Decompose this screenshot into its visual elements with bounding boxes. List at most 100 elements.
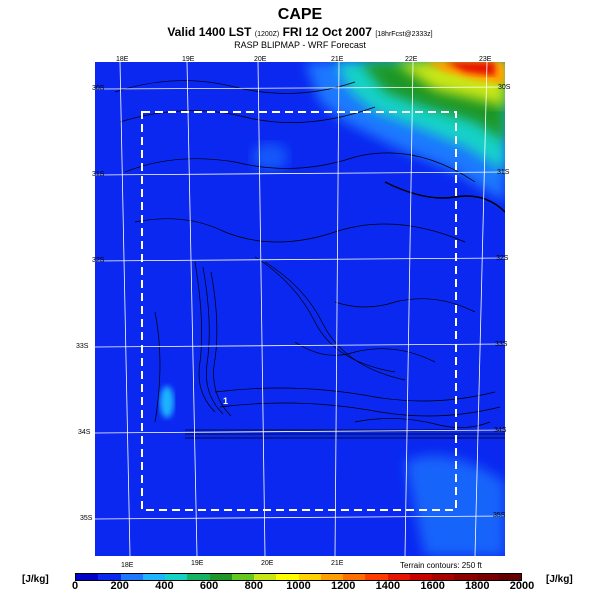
valid-time: Valid 1400 LST <box>167 25 252 39</box>
colorbar-segment <box>254 574 277 580</box>
terrain-contour-line <box>154 311 161 423</box>
lat-label-right-30s: 30S <box>498 84 511 91</box>
colorbar-segment <box>320 574 343 580</box>
colorbar-tick-label: 1400 <box>375 580 401 592</box>
parallel-34s <box>95 429 505 434</box>
terrain-contour-line <box>334 298 476 313</box>
colorbar-segment <box>343 574 366 580</box>
colorbar-segment <box>209 574 232 580</box>
colorbar-segment <box>365 574 388 580</box>
colorbar-segment <box>165 574 188 580</box>
terrain-contour-line <box>134 218 466 243</box>
meridian-21e <box>334 62 340 556</box>
meridian-20e <box>257 62 266 556</box>
parallel-35s <box>95 515 505 520</box>
terrain-contour-line <box>202 266 224 415</box>
lat-label-right-34s: 34S <box>494 427 507 434</box>
colorbar-tick-label: 1800 <box>465 580 490 592</box>
terrain-contour-line <box>264 261 406 381</box>
lon-label-top-18e: 18E <box>116 56 129 63</box>
lat-label-left-34s: 34S <box>78 429 91 436</box>
colorbar-segment <box>231 574 254 580</box>
lat-label-right-32s: 32S <box>496 255 509 262</box>
parallel-32s <box>95 257 505 262</box>
lon-label-top-19e: 19E <box>182 56 195 63</box>
colorbar-tick-label: 400 <box>155 580 174 592</box>
colorbar-tick-label: 1000 <box>286 580 311 592</box>
forecast-stamp: [18hrFcst@2333z] <box>375 31 433 38</box>
cape-zone-west-spot <box>160 386 174 418</box>
lon-label-bottom-18e: 18E <box>121 562 134 569</box>
map-canvas: 1 <box>95 62 505 556</box>
colorbar-tick-label: 0 <box>71 580 79 592</box>
model-line: RASP BLIPMAP - WRF Forecast <box>234 40 366 50</box>
colorbar-unit-left: [J/kg] <box>22 574 49 585</box>
colorbar-tick-label: 800 <box>244 580 263 592</box>
lat-label-left-33s: 33S <box>76 343 89 350</box>
cape-zone-north-spot <box>252 143 288 171</box>
lon-label-top-20e: 20E <box>254 56 267 63</box>
cape-map: 1 <box>95 62 505 556</box>
colorbar-unit-right: [J/kg] <box>546 574 573 585</box>
lat-label-right-33s: 33S <box>495 341 508 348</box>
lat-label-left-30s: 30S <box>92 85 105 92</box>
parallel-30s <box>95 86 505 90</box>
lon-label-bottom-20e: 20E <box>261 560 274 567</box>
meridian-19e <box>186 62 198 556</box>
meridian-18e <box>119 62 131 556</box>
colorbar-tick-label: 2000 <box>509 580 535 592</box>
colorbar-segment <box>432 574 455 580</box>
lat-label-right-31s: 31S <box>497 169 510 176</box>
lat-label-right-35s: 35S <box>493 512 506 519</box>
lat-label-left-32s: 32S <box>92 257 105 264</box>
meridian-22e <box>404 62 414 556</box>
colorbar <box>75 573 522 581</box>
chart-title: CAPE <box>277 6 323 23</box>
colorbar-tick-label: 200 <box>110 580 129 592</box>
colorbar-segment <box>120 574 143 580</box>
colorbar-segment <box>98 574 121 580</box>
terrain-contour-line <box>119 106 376 123</box>
terrain-contour-line <box>210 271 232 417</box>
latlon-grid <box>95 62 505 556</box>
terrain-contour-line <box>384 181 505 213</box>
lon-label-bottom-19e: 19E <box>191 560 204 567</box>
cape-zone-red <box>445 62 495 76</box>
meridian-23e <box>474 62 488 556</box>
domain-box <box>141 111 457 511</box>
valid-date: FRI 12 Oct 2007 <box>282 25 372 39</box>
colorbar-segment <box>187 574 210 580</box>
parallel-31s <box>95 171 505 176</box>
colorbar-tick-label: 1200 <box>330 580 356 592</box>
colorbar-segment <box>409 574 432 580</box>
lat-label-left-31s: 31S <box>92 171 105 178</box>
colorbar-segment <box>76 574 99 580</box>
colorbar-segment <box>276 574 299 580</box>
terrain-contours <box>114 80 505 439</box>
terrain-contour-line <box>124 152 476 183</box>
colorbar-segment <box>387 574 410 580</box>
parallel-33s <box>95 343 505 348</box>
terrain-contour-note: Terrain contours: 250 ft <box>400 561 482 570</box>
valid-zulu: (1200Z) <box>254 31 280 38</box>
terrain-contour-line <box>219 402 501 417</box>
colorbar-segment <box>454 574 477 580</box>
colorbar-segment <box>498 574 521 580</box>
terrain-contour-line <box>354 418 491 428</box>
lon-label-top-22e: 22E <box>405 56 418 63</box>
colorbar-segment <box>476 574 499 580</box>
point-marker: 1 <box>223 396 228 406</box>
colorbar-tick-label: 1600 <box>420 580 445 592</box>
colorbar-segment <box>298 574 321 580</box>
lon-label-top-23e: 23E <box>479 56 492 63</box>
lon-label-bottom-21e: 21E <box>331 560 344 567</box>
colorbar-tick-label: 600 <box>199 580 219 592</box>
terrain-contour-line <box>194 261 216 413</box>
valid-time-line: Valid 1400 LST (1200Z) FRI 12 Oct 2007 [… <box>0 25 600 39</box>
lat-label-left-35s: 35S <box>80 515 93 522</box>
terrain-contour-line <box>254 256 396 373</box>
lon-label-top-21e: 21E <box>331 56 344 63</box>
terrain-contour-line <box>294 341 436 363</box>
terrain-contour-line <box>114 80 356 94</box>
colorbar-segment <box>142 574 165 580</box>
